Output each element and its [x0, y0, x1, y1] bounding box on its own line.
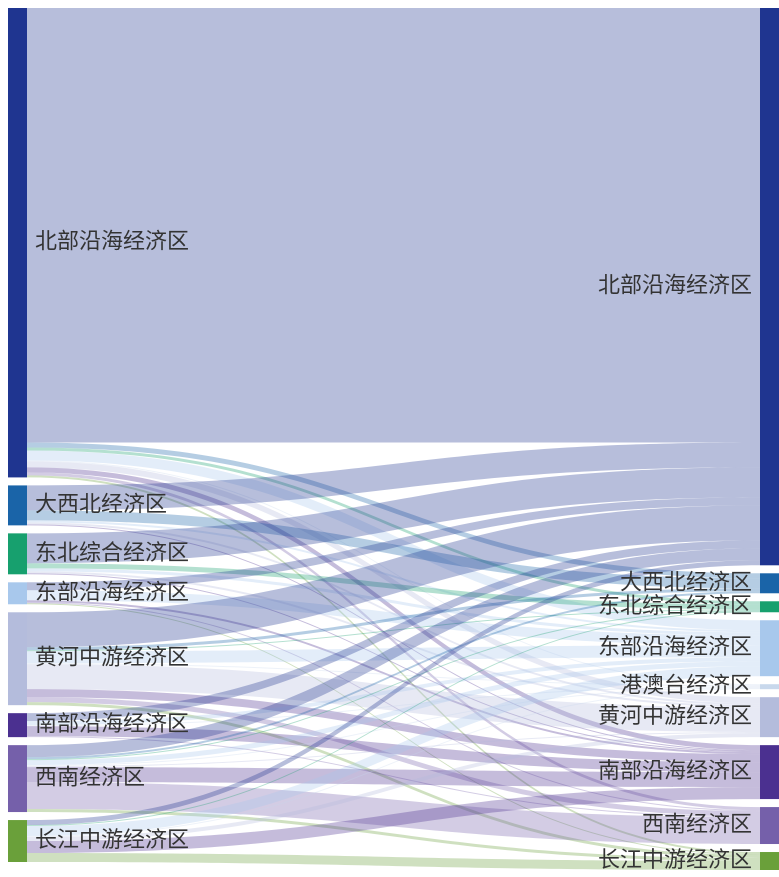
link [27, 460, 760, 686]
link [27, 661, 760, 766]
link [27, 603, 760, 856]
link [27, 767, 760, 788]
source-node [8, 713, 27, 738]
target-node [760, 697, 779, 738]
link [27, 809, 760, 862]
source-label: 东部沿海经济区 [35, 580, 189, 605]
link [27, 611, 760, 827]
link [27, 787, 760, 854]
source-node [8, 485, 27, 526]
target-node [760, 745, 779, 800]
source-label: 北部沿海经济区 [35, 230, 189, 255]
link [27, 540, 760, 722]
link [27, 8, 760, 443]
source-label: 东北综合经济区 [35, 541, 189, 566]
link [27, 664, 760, 733]
link [27, 736, 760, 818]
source-label: 长江中游经济区 [35, 828, 189, 853]
link [27, 610, 760, 761]
target-node [760, 601, 779, 613]
target-node [760, 684, 779, 690]
link [27, 689, 760, 763]
link [27, 442, 760, 511]
target-label: 东部沿海经济区 [598, 635, 752, 660]
link [27, 497, 760, 591]
source-node [8, 582, 27, 605]
target-node [760, 807, 779, 845]
link [27, 591, 760, 760]
source-node [8, 612, 27, 706]
link [27, 472, 760, 811]
link [27, 505, 760, 648]
link [27, 733, 760, 842]
link [27, 657, 760, 726]
link [27, 726, 760, 773]
source-label: 大西北经济区 [35, 492, 167, 517]
link [27, 467, 760, 751]
link [27, 568, 760, 636]
link [27, 560, 760, 826]
link [27, 522, 760, 706]
link [27, 447, 760, 605]
target-label: 长江中游经济区 [598, 848, 752, 873]
link [27, 467, 760, 564]
links [27, 8, 760, 870]
link [27, 609, 760, 652]
target-label: 西南经济区 [642, 813, 752, 838]
link [27, 442, 760, 579]
link [27, 645, 760, 664]
source-node [8, 745, 27, 813]
link [27, 573, 760, 753]
target-node [760, 620, 779, 677]
link [27, 697, 760, 817]
source-label: 南部沿海经济区 [35, 712, 189, 737]
link [27, 702, 760, 859]
link [27, 590, 760, 646]
source-label: 西南经济区 [35, 766, 145, 791]
link [27, 663, 760, 687]
link [27, 524, 760, 752]
source-node [8, 820, 27, 862]
link [27, 853, 760, 870]
source-node [8, 8, 27, 478]
target-label: 北部沿海经济区 [598, 274, 752, 299]
link [27, 686, 760, 727]
target-label: 港澳台经济区 [620, 674, 752, 699]
link [27, 732, 760, 768]
link [27, 588, 760, 651]
target-node [760, 852, 779, 870]
target-label: 东北综合经济区 [598, 594, 752, 619]
link [27, 571, 760, 708]
target-node [760, 573, 779, 594]
link [27, 666, 760, 837]
link [27, 520, 760, 633]
link [27, 510, 760, 589]
target-label: 南部沿海经济区 [598, 759, 752, 784]
target-label: 黄河中游经济区 [598, 704, 752, 729]
link [27, 602, 760, 812]
target-label: 大西北经济区 [620, 570, 752, 595]
target-node [760, 8, 779, 566]
source-label: 黄河中游经济区 [35, 646, 189, 671]
source-node [8, 533, 27, 575]
link [27, 475, 760, 855]
link [27, 688, 760, 838]
link [27, 461, 760, 704]
link [27, 563, 760, 610]
link [27, 687, 760, 767]
link [27, 782, 760, 845]
link [27, 600, 760, 755]
link [27, 450, 760, 631]
link [27, 548, 760, 758]
